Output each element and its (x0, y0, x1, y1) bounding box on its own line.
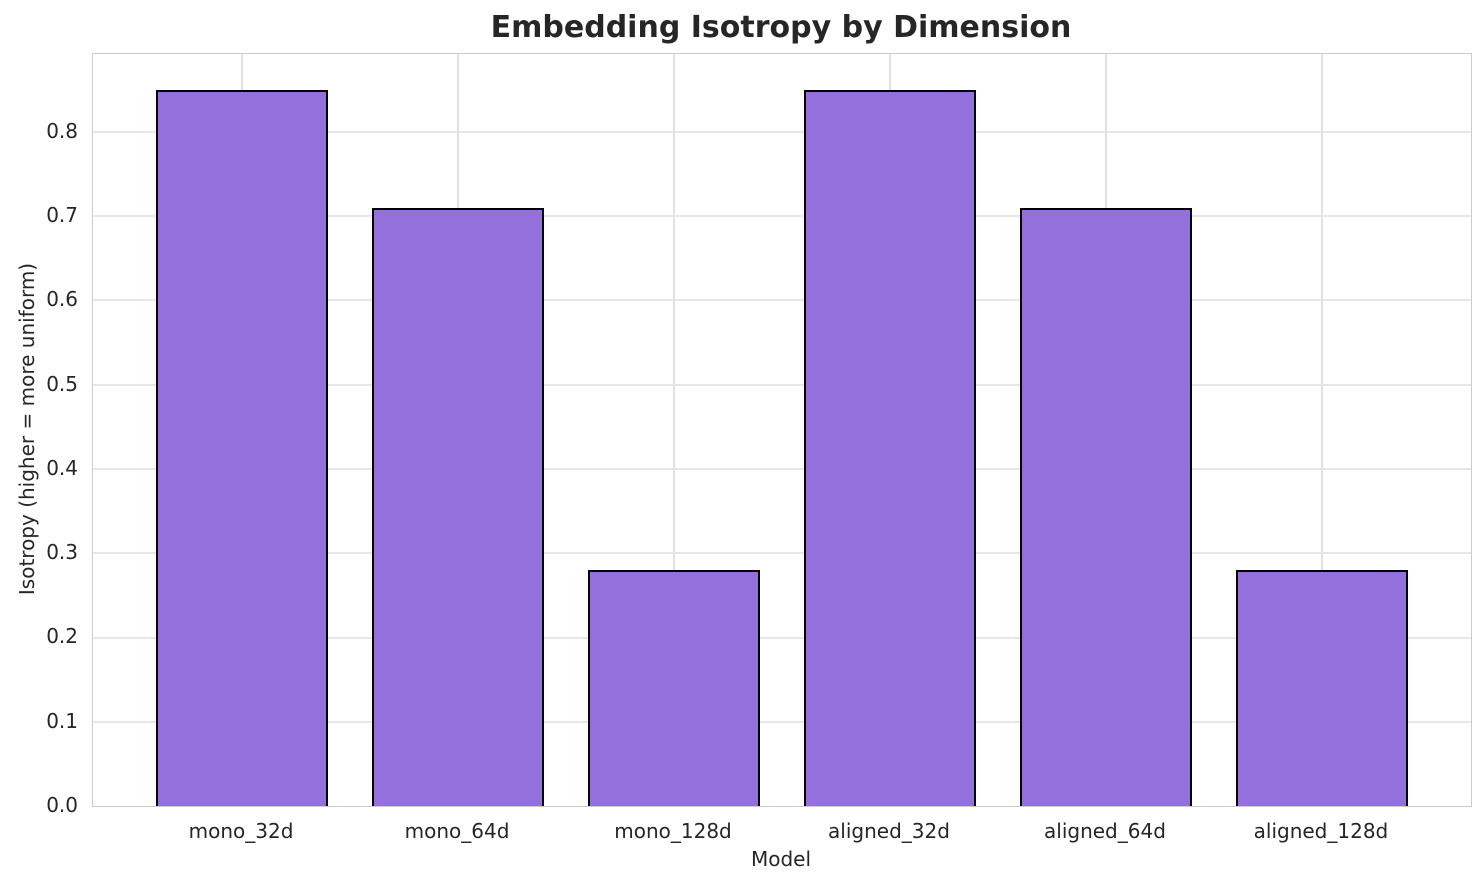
y-tick-label: 0.5 (46, 371, 78, 396)
gridline-horizontal (93, 383, 1471, 386)
x-tick-label: aligned_64d (1044, 819, 1166, 843)
x-axis-label: Model (750, 847, 812, 871)
y-tick-label: 0.0 (46, 793, 78, 817)
bar-mono_32d (155, 89, 329, 806)
x-tick-label: aligned_128d (1253, 819, 1389, 843)
chart-title: Embedding Isotropy by Dimension (490, 10, 1072, 45)
bar-aligned_64d (1019, 207, 1193, 806)
y-tick-label: 0.6 (46, 287, 78, 312)
x-tick-label: aligned_32d (828, 819, 950, 843)
bar-mono_128d (587, 570, 761, 806)
bar-aligned_32d (803, 89, 977, 806)
gridline-horizontal (93, 552, 1471, 555)
x-tick-label: mono_32d (188, 819, 294, 843)
bar-mono_64d (371, 207, 545, 806)
plot-area (92, 53, 1472, 807)
gridline-horizontal (93, 720, 1471, 723)
gridline-horizontal (93, 215, 1471, 218)
x-tick-label: mono_128d (614, 819, 732, 843)
gridline-vertical (1320, 54, 1323, 806)
x-tick-label: mono_64d (404, 819, 510, 843)
y-tick-label: 0.7 (46, 203, 78, 228)
gridline-horizontal (93, 467, 1471, 470)
gridline-horizontal (93, 636, 1471, 639)
y-tick-label: 0.2 (46, 624, 78, 649)
bar-aligned_128d (1235, 570, 1409, 806)
y-tick-label: 0.8 (46, 118, 78, 143)
gridline-vertical (673, 54, 675, 806)
y-tick-label: 0.1 (46, 708, 78, 733)
gridline-horizontal (93, 299, 1471, 302)
gridline-horizontal (93, 130, 1471, 133)
y-tick-label: 0.4 (46, 455, 78, 480)
y-tick-label: 0.3 (46, 540, 78, 565)
